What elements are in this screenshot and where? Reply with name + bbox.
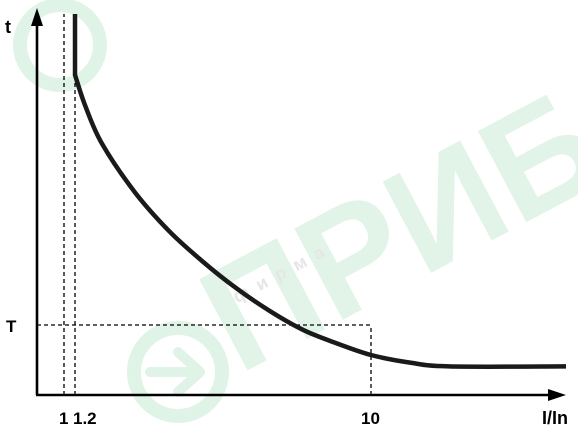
x-tick-label: 1 xyxy=(59,409,68,428)
x-tick-label: 10 xyxy=(361,409,380,428)
x-axis-arrow-icon xyxy=(548,389,566,401)
watermark-brand-text: ПРИБОР xyxy=(175,0,578,403)
x-tick-label: 1.2 xyxy=(73,409,97,428)
axes xyxy=(31,8,566,401)
series-curve xyxy=(72,14,567,369)
y-tick-label: T xyxy=(6,317,17,336)
y-axis-arrow-icon xyxy=(31,8,43,26)
watermark-logo-icon xyxy=(13,0,229,423)
y-tick-labels: T xyxy=(6,317,17,336)
y-axis-label: t xyxy=(5,17,11,37)
x-tick-labels: 1 1.2 10 xyxy=(59,409,380,428)
x-axis-label: I/In xyxy=(542,408,568,428)
watermark: ПРИБОР фирма xyxy=(13,0,578,423)
